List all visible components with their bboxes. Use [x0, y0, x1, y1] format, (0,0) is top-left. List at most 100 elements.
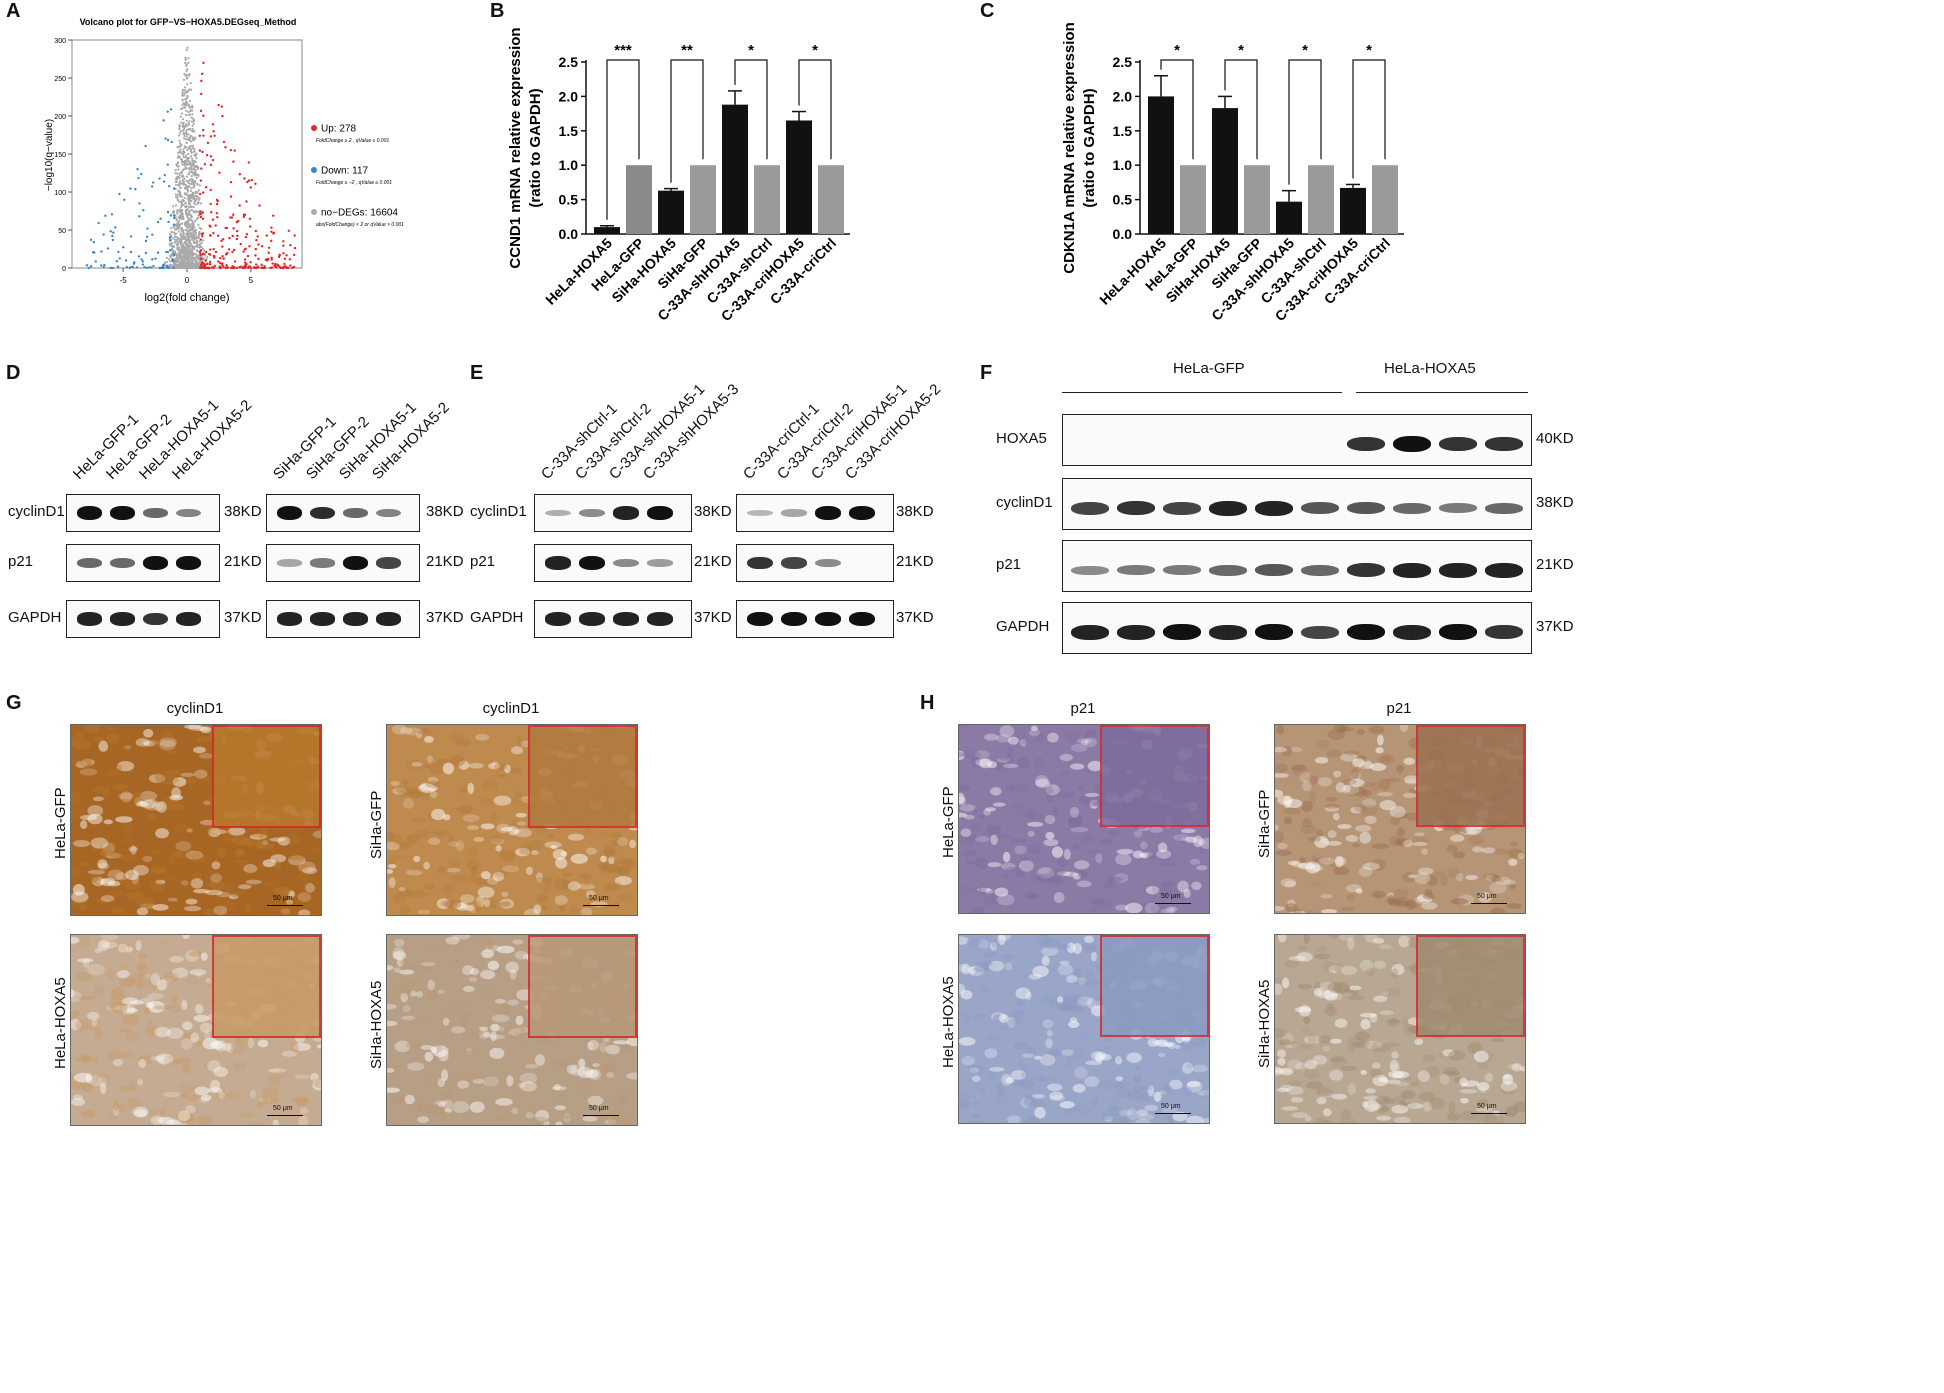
ihc-cell [159, 737, 177, 748]
ihc-cell [514, 828, 532, 838]
ihc-cell [959, 1099, 970, 1110]
volcano-point-up [278, 265, 281, 268]
panel-label-f: F [980, 362, 993, 384]
protein-band [1301, 564, 1339, 576]
volcano-point-nodeg [178, 195, 182, 198]
volcano-point-up [242, 266, 245, 270]
ihc-cell [190, 1032, 200, 1044]
volcano-point-nodeg [165, 256, 168, 259]
protein-band [1439, 437, 1477, 451]
volcano-xtick-label: 5 [249, 276, 254, 285]
blot-strip-cyclind1 [534, 494, 692, 532]
ihc-cell [392, 947, 405, 959]
ihc-cell [480, 986, 495, 995]
ihc-cell [92, 844, 101, 852]
volcano-point-up [199, 109, 203, 113]
volcano-point-nodeg [169, 263, 172, 266]
ihc-cell [1061, 790, 1075, 799]
volcano-point-nodeg [182, 234, 185, 237]
volcano-point-nodeg [194, 259, 197, 262]
ihc-cell [560, 851, 568, 857]
volcano-point-nodeg [192, 229, 195, 232]
protein-band [747, 556, 773, 570]
ihc-cell [1002, 763, 1019, 768]
ihc-cell [1391, 1051, 1399, 1059]
ihc-cell [426, 755, 434, 763]
ihc-cell [387, 1068, 395, 1073]
ihc-cell [249, 1121, 267, 1125]
volcano-point-down [166, 163, 169, 166]
protein-band [579, 508, 605, 518]
volcano-point-nodeg [187, 133, 190, 136]
ihc-cell [416, 1103, 424, 1111]
ihc-cell [1291, 764, 1306, 771]
ihc-cell [1107, 1105, 1123, 1117]
volcano-point-nodeg [189, 182, 193, 186]
ihc-cell [115, 872, 129, 881]
volcano-legend-note: FoldChange ≤ −2 , qValue ≤ 0.001 [316, 180, 392, 186]
volcano-point-down [156, 251, 160, 254]
volcano-point-nodeg [193, 159, 196, 162]
ihc-inset-zoom [528, 935, 637, 1038]
volcano-point-nodeg [187, 185, 190, 189]
ihc-cell [515, 847, 530, 857]
protein-band [77, 506, 102, 520]
ihc-cell [1341, 784, 1360, 795]
volcano-point-up [270, 226, 273, 229]
ihc-cell [1059, 753, 1073, 762]
ihc-cell [92, 796, 104, 802]
volcano-point-down [162, 180, 166, 183]
volcano-point-nodeg [197, 234, 200, 237]
volcano-point-down [158, 177, 161, 180]
volcano-point-down [116, 265, 120, 268]
volcano-point-nodeg [180, 143, 183, 147]
kd-label: 38KD [896, 503, 934, 520]
ihc-cell [1389, 1063, 1401, 1072]
ihc-cell [213, 905, 228, 915]
volcano-point-down [156, 220, 160, 224]
ihc-cell [603, 844, 616, 857]
volcano-point-nodeg [181, 246, 184, 249]
volcano-point-up [200, 257, 203, 261]
ihc-cell [466, 825, 480, 830]
volcano-ytick-label: 100 [54, 190, 66, 197]
volcano-point-nodeg [188, 249, 191, 252]
ihc-cell [1101, 1111, 1109, 1122]
volcano-point-nodeg [187, 74, 191, 77]
bar [722, 104, 748, 234]
ihc-cell [989, 941, 998, 951]
ihc-cell [550, 1060, 568, 1067]
ihc-cell [1275, 746, 1287, 753]
ihc-cell [1071, 844, 1080, 851]
ihc-cell [166, 1119, 180, 1125]
significance-stars: *** [614, 42, 632, 59]
ihc-cell [1075, 1006, 1086, 1013]
significance-bracket [670, 59, 704, 183]
volcano-point-down [137, 176, 140, 180]
ihc-cell [149, 879, 165, 892]
ihc-cell [119, 1086, 136, 1092]
ihc-cell [1049, 875, 1063, 886]
ihc-cell [1315, 946, 1328, 953]
kd-label: 37KD [224, 609, 262, 626]
ihc-cell [542, 884, 551, 893]
volcano-point-up [200, 167, 203, 170]
ihc-cell [579, 873, 593, 880]
ihc-cell [238, 884, 252, 890]
ihc-cell [216, 892, 231, 898]
ihc-cell [111, 783, 128, 791]
ihc-cell [1394, 837, 1411, 846]
ihc-cell [1408, 788, 1418, 795]
volcano-point-nodeg [189, 205, 192, 208]
volcano-point-nodeg [187, 243, 190, 246]
ihc-cell [1320, 893, 1333, 899]
volcano-point-nodeg [199, 255, 202, 258]
ihc-cell [1133, 1073, 1142, 1083]
volcano-point-nodeg [189, 165, 192, 169]
ihc-cell [996, 757, 1012, 763]
ihc-cell [1344, 750, 1360, 756]
ihc-cell [1485, 874, 1495, 881]
ihc-cell [406, 1101, 422, 1113]
volcano-point-nodeg [178, 174, 181, 178]
ihc-cell [444, 899, 462, 909]
